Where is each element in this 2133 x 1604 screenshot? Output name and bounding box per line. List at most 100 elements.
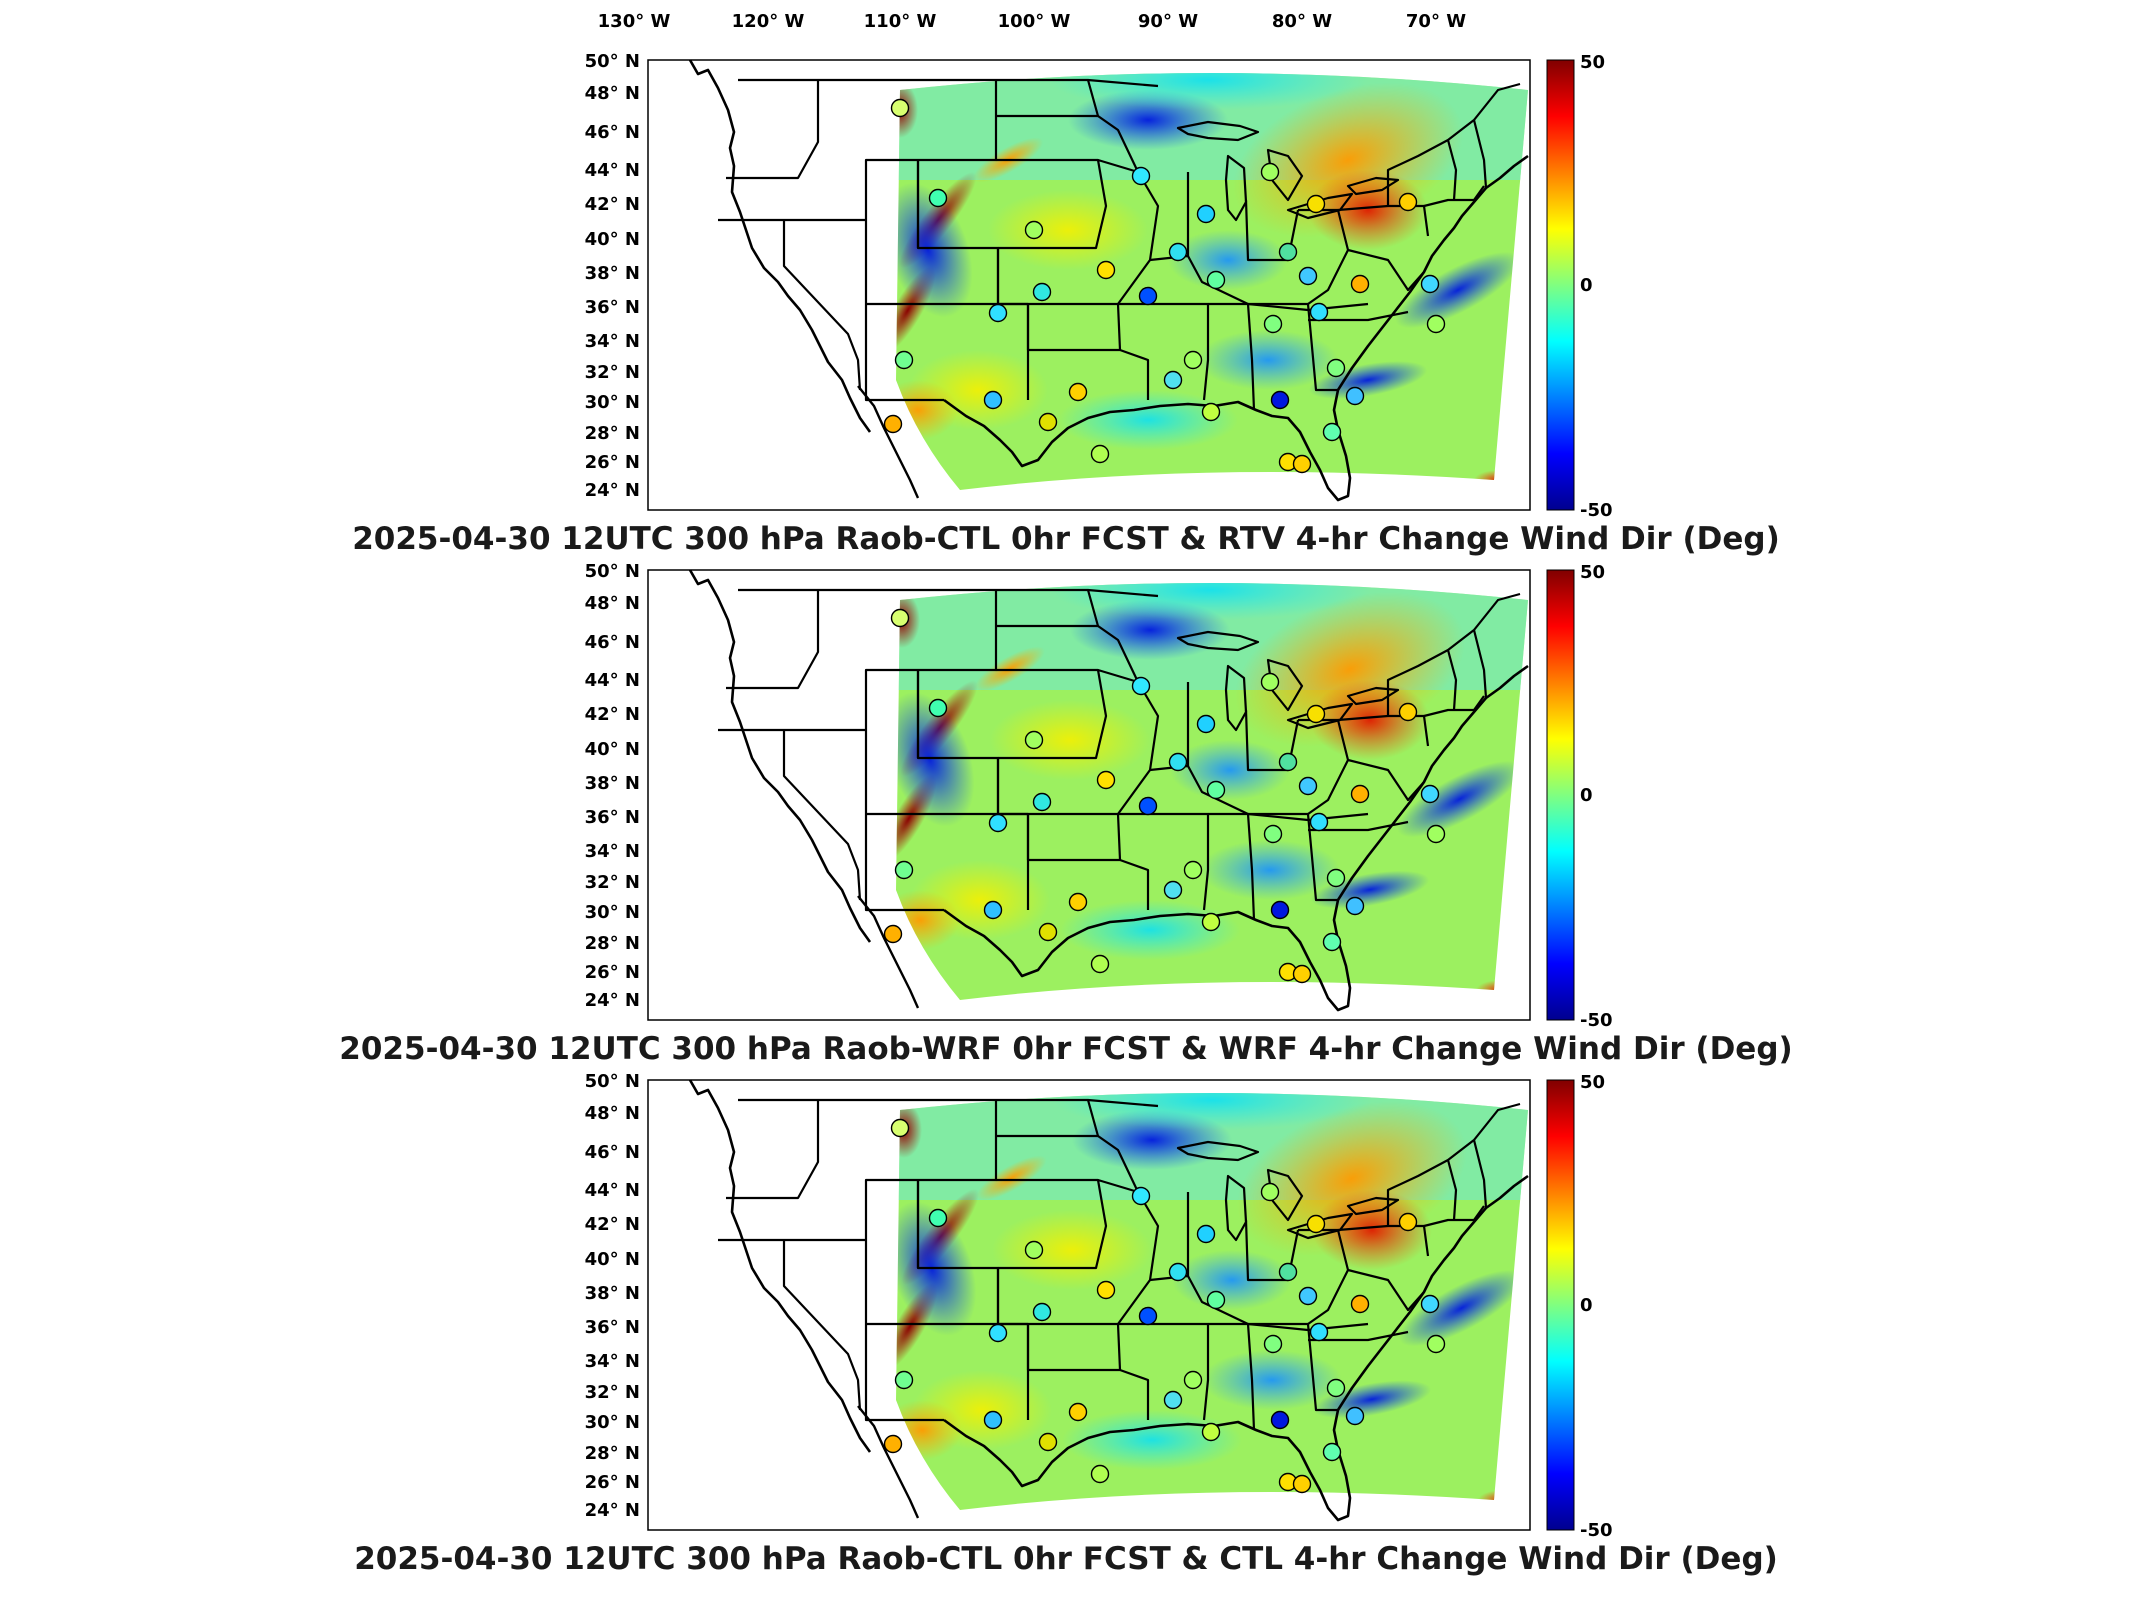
- colorbar: 50 0 -50: [1546, 562, 1613, 1031]
- lat-tick-label: 26° N: [585, 1472, 640, 1493]
- raob-station-marker: [883, 924, 903, 944]
- lat-tick-label: 28° N: [585, 1443, 640, 1464]
- raob-station-marker: [1038, 412, 1058, 432]
- lat-tick-label: 32° N: [585, 872, 640, 893]
- raob-station-marker: [1201, 402, 1221, 422]
- raob-station-marker: [1263, 824, 1283, 844]
- lat-tick-label: 46° N: [585, 632, 640, 653]
- raob-station-marker: [1326, 358, 1346, 378]
- raob-station-marker: [1206, 270, 1226, 290]
- raob-station-marker: [1138, 796, 1158, 816]
- raob-station-marker: [1278, 752, 1298, 772]
- lon-tick-label: 120° W: [732, 11, 805, 32]
- raob-station-marker: [1326, 1378, 1346, 1398]
- raob-station-marker: [1183, 860, 1203, 880]
- raob-station-marker: [1426, 824, 1446, 844]
- raob-stations: [883, 98, 1446, 474]
- raob-station-marker: [1032, 1302, 1052, 1322]
- colorbar-min-label: -50: [1580, 500, 1613, 521]
- lat-tick-label: 38° N: [585, 263, 640, 284]
- raob-station-marker: [1292, 1474, 1312, 1494]
- lat-tick-label: 42° N: [585, 194, 640, 215]
- raob-station-marker: [1260, 1182, 1280, 1202]
- map-panel-3: 50° N 48° N 46° N 44° N 42° N 40° N 38° N 36° N…: [585, 1071, 1531, 1531]
- raob-station-marker: [1096, 770, 1116, 790]
- raob-station-marker: [1032, 282, 1052, 302]
- raob-station-marker: [894, 350, 914, 370]
- lat-tick-label: 36° N: [585, 807, 640, 828]
- coastline: [688, 59, 872, 433]
- lat-tick-label: 50° N: [585, 51, 640, 72]
- raob-station-marker: [890, 1118, 910, 1138]
- raob-station-marker: [1038, 1432, 1058, 1452]
- raob-station-marker: [1350, 784, 1370, 804]
- great-lakes: [1176, 630, 1400, 732]
- colorbar-max-label: 50: [1580, 1072, 1605, 1093]
- raob-station-marker: [1068, 892, 1088, 912]
- map-panel-2: 50° N 48° N 46° N 44° N 42° N 40° N 38° N 36° N…: [585, 561, 1531, 1021]
- lat-tick-label: 32° N: [585, 362, 640, 383]
- raob-station-marker: [1420, 1294, 1440, 1314]
- lat-tick-label: 44° N: [585, 1180, 640, 1201]
- lat-tick-label: 24° N: [585, 480, 640, 501]
- lat-tick-label: 46° N: [585, 122, 640, 143]
- raob-station-marker: [1426, 1334, 1446, 1354]
- raob-station-marker: [1309, 302, 1329, 322]
- lat-tick-label: 48° N: [585, 1103, 640, 1124]
- map-frame: [647, 59, 1531, 511]
- raob-station-marker: [1350, 274, 1370, 294]
- colorbar-min-label: -50: [1580, 1520, 1613, 1541]
- lat-tick-label: 34° N: [585, 1351, 640, 1372]
- raob-station-marker: [1309, 1322, 1329, 1342]
- raob-station-marker: [1270, 1410, 1290, 1430]
- coastline: [857, 895, 920, 1009]
- raob-station-marker: [988, 813, 1008, 833]
- raob-station-marker: [1090, 1464, 1110, 1484]
- lat-tick-label: 40° N: [585, 1249, 640, 1270]
- raob-station-marker: [1168, 242, 1188, 262]
- raob-station-marker: [1096, 260, 1116, 280]
- raob-station-marker: [1306, 1214, 1326, 1234]
- raob-station-marker: [1426, 314, 1446, 334]
- lat-tick-label: 44° N: [585, 670, 640, 691]
- raob-station-marker: [1298, 776, 1318, 796]
- raob-station-marker: [1183, 1370, 1203, 1390]
- raob-station-marker: [1298, 1286, 1318, 1306]
- raob-station-marker: [1398, 192, 1418, 212]
- raob-station-marker: [1326, 868, 1346, 888]
- raob-station-marker: [1038, 922, 1058, 942]
- lat-tick-label: 24° N: [585, 990, 640, 1011]
- raob-station-marker: [1131, 166, 1151, 186]
- raob-station-marker: [1196, 204, 1216, 224]
- raob-station-marker: [1270, 390, 1290, 410]
- raob-station-marker: [983, 900, 1003, 920]
- raob-station-marker: [1201, 1422, 1221, 1442]
- raob-station-marker: [1263, 1334, 1283, 1354]
- colorbar-mid-label: 0: [1580, 1295, 1593, 1316]
- colorbar-mid-label: 0: [1580, 785, 1593, 806]
- map-frame: [647, 569, 1531, 1021]
- lat-tick-label: 42° N: [585, 1214, 640, 1235]
- raob-station-marker: [1420, 274, 1440, 294]
- raob-station-marker: [1278, 242, 1298, 262]
- raob-station-marker: [1278, 1262, 1298, 1282]
- raob-station-marker: [1306, 704, 1326, 724]
- lon-tick-label: 70° W: [1406, 11, 1466, 32]
- raob-station-marker: [1345, 1406, 1365, 1426]
- raob-stations: [883, 608, 1446, 984]
- state-boundaries: [688, 569, 1529, 1012]
- lat-tick-label: 24° N: [585, 1500, 640, 1521]
- raob-station-marker: [1292, 964, 1312, 984]
- raob-station-marker: [1168, 752, 1188, 772]
- lat-tick-label: 48° N: [585, 83, 640, 104]
- raob-station-marker: [1068, 1402, 1088, 1422]
- lat-tick-label: 34° N: [585, 331, 640, 352]
- great-lakes: [1176, 120, 1400, 222]
- raob-station-marker: [1090, 954, 1110, 974]
- raob-station-marker: [928, 188, 948, 208]
- raob-station-marker: [1163, 880, 1183, 900]
- coastline: [688, 569, 872, 943]
- coastline: [943, 1174, 1529, 1522]
- raob-station-marker: [928, 1208, 948, 1228]
